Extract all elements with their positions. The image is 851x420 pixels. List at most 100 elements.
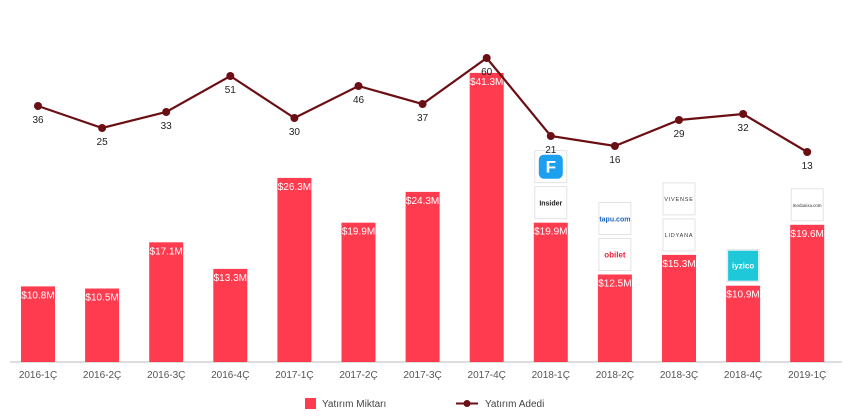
legend-label-line: Yatırım Adedi (485, 399, 544, 410)
bar-value-label: $10.9M (726, 290, 759, 301)
bar-value-label: $10.8M (21, 290, 54, 301)
bar-value-label: $10.5M (85, 293, 118, 304)
logo-iyzico-bg (728, 250, 759, 281)
line-point-label: 51 (225, 85, 237, 96)
logo-text: modanisa.com (793, 204, 822, 209)
company-logo: obilet (598, 238, 632, 271)
x-tick-labels: 2016-1Ç 2016-2Ç 2016-3Ç 2016-4Ç 2017-1Ç 2017-… (19, 370, 827, 381)
line-point (739, 110, 748, 118)
x-tick-label: 2018-4Ç (724, 370, 762, 381)
bar-value-label: $26.3M (278, 182, 311, 193)
bar-value-label: $41.3M (470, 77, 503, 88)
x-tick-label: 2017-1Ç (275, 370, 313, 381)
bar (21, 286, 55, 362)
logo-text: Insider (539, 201, 562, 208)
line-point (546, 132, 555, 140)
bar-value-label: $17.1M (150, 246, 183, 257)
bar (85, 288, 120, 362)
bar (405, 191, 440, 362)
bar-value-label: $19.9M (534, 227, 567, 238)
line-point-label: 13 (802, 161, 814, 172)
x-tick-label: 2016-1Ç (19, 370, 57, 381)
bar-series (21, 72, 825, 363)
logo-text: LIDYANA (665, 233, 694, 239)
bar (533, 222, 568, 362)
legend[interactable]: Yatırım Miktarı Yatırım Adedi (305, 398, 544, 410)
x-tick-label: 2017-3Ç (403, 370, 441, 381)
line-point-label: 21 (545, 145, 557, 156)
line-point-label: 32 (738, 123, 750, 134)
bar-value-label: $12.5M (598, 279, 631, 290)
bar (597, 274, 632, 362)
logo-f-icon (538, 154, 563, 179)
legend-label-bar: Yatırım Miktarı (322, 399, 386, 410)
bar (277, 177, 312, 362)
line-point (162, 108, 171, 116)
line-point (803, 148, 812, 156)
company-logo: VIVENSE (662, 182, 696, 216)
company-logo: LIDYANA (662, 218, 696, 252)
bar (790, 224, 825, 362)
line-point-label: 37 (417, 113, 429, 124)
line-point-label: 30 (289, 127, 301, 138)
line-series: 36 25 33 51 30 46 37 60 21 16 29 32 13 (32, 54, 813, 172)
x-tick-label: 2016-2Ç (83, 370, 121, 381)
line-point-label: 25 (97, 137, 109, 148)
x-tick-label: 2018-2Ç (596, 370, 634, 381)
x-tick-label: 2017-2Ç (339, 370, 377, 381)
logo-frame (598, 202, 632, 235)
x-tick-label: 2016-3Ç (147, 370, 185, 381)
logo-frame (534, 186, 568, 220)
bar-value-label: $19.6M (791, 229, 824, 240)
line-point (354, 82, 363, 90)
x-tick-label: 2018-1Ç (532, 370, 570, 381)
line-point (226, 72, 235, 80)
logo-frame (790, 188, 824, 222)
legend-swatch-marker (463, 400, 471, 407)
logo-text: iyzico (732, 262, 754, 271)
logo-text: VIVENSE (664, 197, 693, 203)
logo-text: obilet (604, 251, 626, 260)
logo-text: F (546, 158, 556, 177)
company-logo: modanisa.com (790, 188, 824, 222)
company-logo: tapu.com (598, 202, 632, 235)
logo-text: tapu.com (599, 217, 630, 224)
line-point-label: 46 (353, 95, 365, 106)
x-tick-label: 2018-3Ç (660, 370, 698, 381)
x-tick-label: 2017-4Ç (468, 370, 506, 381)
bar-value-label: $19.9M (342, 227, 375, 238)
bar (662, 254, 696, 362)
bar-value-labels: $10.8M $10.5M $17.1M $13.3M $26.3M $19.9M $24.… (21, 77, 824, 304)
line-point-label: 16 (609, 155, 621, 166)
company-logo: iyzico (726, 249, 760, 283)
company-logo: F (534, 150, 568, 184)
logo-frame (662, 182, 696, 216)
line-point (290, 114, 299, 122)
bar (341, 222, 376, 362)
bar-value-label: $15.3M (662, 259, 695, 270)
logo-frame (598, 238, 632, 271)
line-point (675, 116, 683, 124)
bar-value-label: $24.3M (406, 196, 439, 207)
x-tick-label: 2016-4Ç (211, 370, 249, 381)
line-point (610, 142, 619, 150)
bar (213, 268, 248, 362)
bar (149, 242, 184, 362)
line-point (418, 100, 427, 108)
bar-value-label: $13.3M (214, 273, 247, 284)
line-point-label: 33 (161, 121, 173, 132)
line-point (482, 54, 491, 62)
line-point-label: 36 (32, 115, 44, 126)
bar (469, 72, 504, 363)
line-point (98, 124, 107, 132)
bar (726, 285, 761, 362)
legend-swatch-bar (305, 398, 316, 409)
line-point-label: 60 (481, 67, 493, 78)
line-point-label: 29 (673, 129, 685, 140)
line-point (34, 102, 42, 110)
x-tick-label: 2019-1Ç (788, 370, 826, 381)
logo-frame (662, 218, 696, 252)
company-logo: Insider (534, 186, 568, 220)
